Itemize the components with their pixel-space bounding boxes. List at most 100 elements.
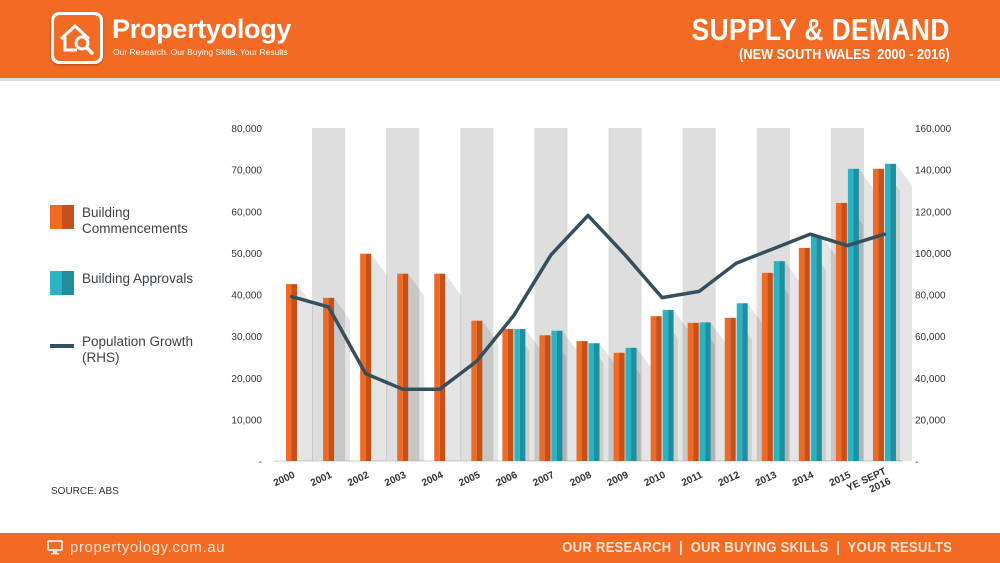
x-tick-label-group: 2010	[643, 470, 668, 490]
y-right-tick-label: 160,000	[915, 124, 952, 135]
footer-website-link[interactable]: propertyology.com.au	[70, 539, 226, 556]
y-right-tick-label: 20,000	[915, 415, 946, 426]
bar-commencements	[798, 247, 805, 461]
y-left-tick-label: -	[259, 457, 262, 468]
legend-label-approvals: Building Approvals	[82, 271, 194, 286]
bar-commencements-shadow	[408, 273, 425, 461]
x-tick-label-group: 2003	[383, 470, 408, 490]
bar-commencements-shadow	[297, 284, 314, 461]
bar-approvals-shadow	[710, 322, 727, 461]
bar-commencements	[872, 168, 879, 461]
bar-approvals	[625, 347, 632, 461]
house-search-icon	[54, 15, 100, 61]
bar-commencements	[835, 202, 842, 462]
x-tick-label-group: 2005	[457, 470, 482, 490]
x-tick-label-group: 2006	[494, 470, 519, 490]
x-tick-label: 2001	[309, 470, 334, 490]
bar-approvals	[736, 303, 743, 461]
legend-item-population: Population Growth (RHS)	[50, 334, 193, 365]
bar-commencements	[613, 352, 620, 461]
x-tick-label: 2000	[272, 470, 297, 490]
monitor-icon	[47, 540, 63, 555]
bar-commencements	[539, 335, 545, 461]
bar-approvals	[810, 236, 817, 461]
y-right-tick-label: 140,000	[915, 166, 952, 177]
bar-approvals-side	[742, 303, 748, 461]
bar-commencements-side	[841, 202, 847, 462]
bar-commencements-side	[476, 320, 483, 461]
bar-approvals-side	[631, 347, 637, 461]
bar-approvals-side	[853, 168, 859, 461]
bar-approvals-side	[519, 329, 526, 461]
bar-approvals-side	[816, 236, 822, 461]
bar-commencements-side	[767, 272, 773, 461]
bar-commencements-shadow	[482, 320, 499, 461]
y-right-tick-label: 120,000	[915, 207, 952, 218]
bar-approvals	[514, 329, 520, 461]
x-tick-label-group: 2002	[346, 470, 371, 490]
x-tick-label: 2010	[643, 470, 668, 490]
x-tick-label-group: 2004	[420, 470, 445, 490]
bar-commencements-shadow	[445, 273, 462, 461]
bar-commencements	[724, 317, 731, 461]
bar-approvals	[773, 261, 780, 461]
bar-approvals-shadow	[525, 329, 542, 461]
logo	[51, 12, 103, 64]
x-tick-label: 2008	[568, 470, 593, 490]
bar-approvals	[847, 168, 854, 461]
brand-tagline: Our Research. Our Buying Skills. Your Re…	[113, 47, 288, 57]
bar-commencements-shadow	[371, 253, 388, 461]
bar-approvals-shadow	[821, 236, 838, 461]
bar-commencements-side	[619, 352, 625, 461]
bar-commencements	[687, 322, 694, 461]
y-right-tick-label: 100,000	[915, 249, 952, 260]
legend-swatch-population	[50, 344, 74, 348]
y-right-tick-label: -	[915, 457, 918, 468]
y-right-tick-label: 40,000	[915, 374, 946, 385]
bar-approvals-shadow	[636, 347, 653, 461]
bar-approvals	[662, 309, 669, 461]
x-tick-label: 2003	[383, 470, 408, 490]
bar-commencements	[502, 329, 508, 461]
legend-label-commencements: Building Commencements	[82, 205, 188, 236]
bar-approvals-shadow	[673, 309, 690, 461]
legend-swatch-approvals	[50, 271, 74, 295]
supply-demand-chart: - 10,000 20,000 30,000 40,000 50,000 60,000 70,…	[231, 124, 952, 495]
bar-approvals-shadow	[858, 168, 875, 461]
bar-commencements	[360, 253, 366, 461]
bar-commencements-side	[804, 247, 810, 461]
bar-commencements-side	[507, 329, 514, 461]
bar-commencements	[650, 316, 657, 461]
page-title: SUPPLY & DEMAND	[691, 12, 950, 47]
y-left-tick-label: 40,000	[231, 291, 262, 302]
y-right-tick-label: 60,000	[915, 332, 946, 343]
bar-commencements	[471, 320, 477, 461]
bar-approvals-shadow	[562, 330, 579, 461]
bar-approvals-side	[705, 322, 711, 461]
source-note: SOURCE: ABS	[51, 486, 119, 497]
bar-commencements	[397, 273, 403, 461]
y-left-tick-label: 80,000	[231, 124, 262, 135]
x-tick-label: 2006	[494, 470, 519, 490]
x-tick-label: 2014	[791, 470, 816, 490]
bar-commencements-side	[365, 253, 372, 461]
x-tick-label: 2002	[346, 470, 371, 490]
bar-approvals	[699, 322, 706, 461]
bar-approvals-side	[594, 343, 600, 461]
bar-commencements-side	[730, 317, 736, 461]
bar-approvals-side	[556, 330, 563, 461]
bar-commencements-side	[878, 168, 884, 461]
bar-commencements-side	[291, 284, 298, 461]
bar-commencements-side	[439, 273, 446, 461]
bar-approvals-shadow	[895, 163, 912, 462]
y-left-tick-label: 20,000	[231, 374, 262, 385]
page-subtitle: (NEW SOUTH WALES 2000 - 2016)	[739, 46, 950, 63]
legend-item-commencements: Building Commencements	[50, 205, 188, 236]
y-left-tick-label: 60,000	[231, 207, 262, 218]
y-right-tick-label: 80,000	[915, 291, 946, 302]
y-left-tick-label: 50,000	[231, 249, 262, 260]
x-tick-label-group: 2012	[717, 470, 742, 490]
bar-commencements	[434, 273, 440, 461]
bar-approvals-side	[890, 163, 896, 462]
bar-commencements	[576, 341, 582, 461]
